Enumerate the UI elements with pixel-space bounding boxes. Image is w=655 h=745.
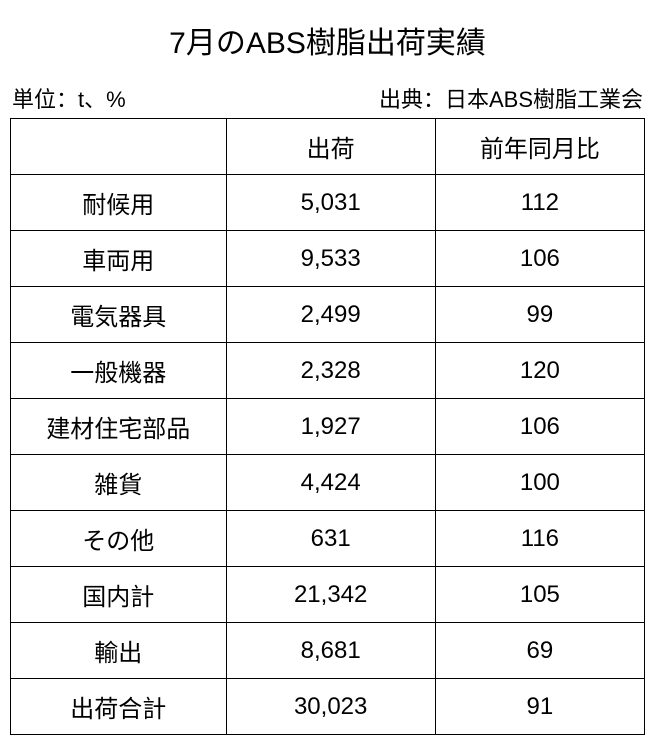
- row-yoy: 99: [435, 287, 644, 343]
- page-title: 7月のABS樹脂出荷実績: [10, 18, 645, 62]
- row-shipment: 30,023: [226, 679, 435, 735]
- table-row: 電気器具2,49999: [11, 287, 645, 343]
- row-label: 耐候用: [11, 175, 227, 231]
- table-row: 車両用9,533106: [11, 231, 645, 287]
- row-shipment: 4,424: [226, 455, 435, 511]
- row-label: 一般機器: [11, 343, 227, 399]
- row-yoy: 105: [435, 567, 644, 623]
- table-row: 建材住宅部品1,927106: [11, 399, 645, 455]
- table-row: その他631116: [11, 511, 645, 567]
- row-label: 輸出: [11, 623, 227, 679]
- row-shipment: 5,031: [226, 175, 435, 231]
- row-yoy: 106: [435, 231, 644, 287]
- row-yoy: 100: [435, 455, 644, 511]
- table-row: 輸出8,68169: [11, 623, 645, 679]
- col-header-label: [11, 119, 227, 175]
- table-header-row: 出荷 前年同月比: [11, 119, 645, 175]
- row-shipment: 2,328: [226, 343, 435, 399]
- row-shipment: 631: [226, 511, 435, 567]
- row-label: 出荷合計: [11, 679, 227, 735]
- unit-label: 単位：t、%: [12, 82, 126, 114]
- row-label: 雑貨: [11, 455, 227, 511]
- row-label: 建材住宅部品: [11, 399, 227, 455]
- row-shipment: 21,342: [226, 567, 435, 623]
- row-yoy: 106: [435, 399, 644, 455]
- table-row: 国内計21,342105: [11, 567, 645, 623]
- row-yoy: 91: [435, 679, 644, 735]
- row-yoy: 112: [435, 175, 644, 231]
- col-header-yoy: 前年同月比: [435, 119, 644, 175]
- col-header-shipment: 出荷: [226, 119, 435, 175]
- table-row: 耐候用5,031112: [11, 175, 645, 231]
- table-row: 雑貨4,424100: [11, 455, 645, 511]
- row-label: 電気器具: [11, 287, 227, 343]
- row-shipment: 1,927: [226, 399, 435, 455]
- table-row: 一般機器2,328120: [11, 343, 645, 399]
- table-body: 耐候用5,031112車両用9,533106電気器具2,49999一般機器2,3…: [11, 175, 645, 735]
- meta-row: 単位：t、% 出典：日本ABS樹脂工業会: [10, 82, 645, 114]
- source-label: 出典：日本ABS樹脂工業会: [379, 82, 643, 114]
- row-shipment: 2,499: [226, 287, 435, 343]
- row-shipment: 8,681: [226, 623, 435, 679]
- row-yoy: 69: [435, 623, 644, 679]
- row-shipment: 9,533: [226, 231, 435, 287]
- data-table: 出荷 前年同月比 耐候用5,031112車両用9,533106電気器具2,499…: [10, 118, 645, 735]
- row-label: その他: [11, 511, 227, 567]
- row-yoy: 116: [435, 511, 644, 567]
- row-label: 車両用: [11, 231, 227, 287]
- row-yoy: 120: [435, 343, 644, 399]
- row-label: 国内計: [11, 567, 227, 623]
- table-row: 出荷合計30,02391: [11, 679, 645, 735]
